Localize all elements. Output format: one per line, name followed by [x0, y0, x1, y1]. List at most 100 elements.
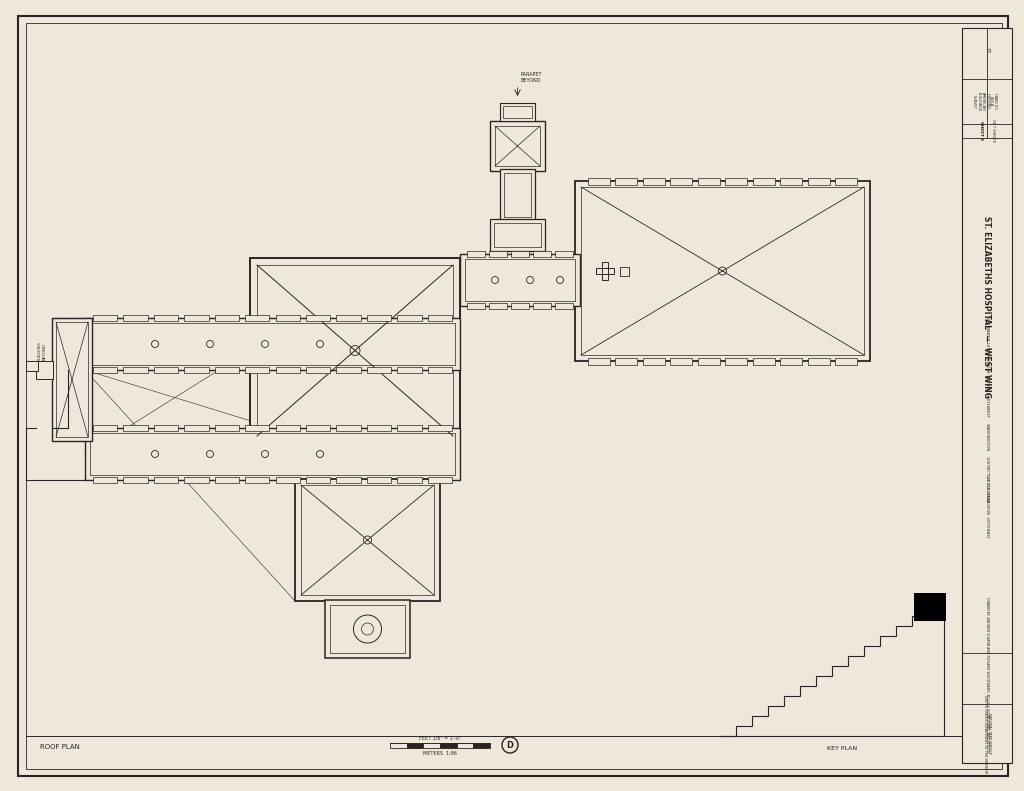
Bar [534, 251, 551, 257]
Bar [124, 477, 147, 483]
Text: METERS  1:96: METERS 1:96 [423, 751, 457, 756]
Bar [588, 358, 609, 365]
Bar [620, 267, 629, 275]
Bar [336, 425, 360, 431]
Text: BUILDING
BEYOND: BUILDING BEYOND [38, 341, 46, 361]
Bar [490, 219, 545, 251]
Bar [467, 303, 484, 309]
Bar [154, 315, 178, 321]
Text: PARAPET
BEYOND: PARAPET BEYOND [520, 72, 542, 83]
Bar [473, 743, 490, 748]
Bar [397, 425, 422, 431]
Bar [325, 600, 410, 658]
Bar [555, 303, 572, 309]
Bar [215, 477, 239, 483]
Text: FEET 1/8" = 1'-0": FEET 1/8" = 1'-0" [419, 735, 461, 740]
Bar [407, 743, 423, 748]
Bar [85, 318, 460, 370]
Bar [489, 303, 507, 309]
Bar [367, 477, 391, 483]
Bar [215, 425, 239, 431]
Bar [245, 315, 269, 321]
Bar [306, 367, 331, 373]
Bar [465, 259, 575, 301]
Bar [596, 268, 614, 274]
Bar [336, 315, 360, 321]
Bar [245, 425, 269, 431]
Bar [184, 477, 209, 483]
Bar [503, 106, 532, 118]
Bar [184, 425, 209, 431]
Bar [808, 177, 829, 184]
Bar [555, 251, 572, 257]
Bar [697, 177, 720, 184]
Text: II: II [984, 47, 989, 53]
Bar [428, 425, 452, 431]
Bar [753, 358, 775, 365]
Bar [500, 169, 535, 221]
Bar [397, 477, 422, 483]
Bar [489, 251, 507, 257]
Bar [575, 181, 870, 361]
Bar [275, 315, 300, 321]
Bar [962, 28, 1012, 763]
Bar [367, 425, 391, 431]
Bar [671, 358, 692, 365]
Bar [90, 433, 455, 475]
Text: D: D [507, 740, 513, 750]
Bar [250, 258, 460, 443]
Bar [93, 425, 118, 431]
Bar [275, 425, 300, 431]
Bar [460, 254, 580, 306]
Bar [588, 177, 609, 184]
Bar [390, 743, 407, 748]
Bar [671, 177, 692, 184]
Bar [90, 323, 455, 365]
Bar [56, 322, 88, 437]
Bar [245, 367, 269, 373]
Bar [581, 187, 864, 355]
Bar [215, 315, 239, 321]
Bar [643, 358, 665, 365]
Text: ROOF PLAN: ROOF PLAN [40, 744, 80, 750]
Bar [93, 367, 118, 373]
Bar [124, 425, 147, 431]
Bar [336, 477, 360, 483]
Text: KEY PLAN: KEY PLAN [827, 746, 857, 751]
Bar [428, 477, 452, 483]
Bar [26, 361, 38, 371]
Text: HISTORIC
AMERICAN
BUILDINGS
SURVEY: HISTORIC AMERICAN BUILDINGS SURVEY [972, 92, 990, 111]
Bar [184, 367, 209, 373]
Bar [367, 315, 391, 321]
Bar [85, 428, 460, 480]
Bar [725, 177, 748, 184]
Bar [295, 479, 440, 601]
Text: OF 7 SHEETS: OF 7 SHEETS [991, 119, 995, 142]
Bar [490, 121, 545, 171]
Bar [397, 367, 422, 373]
Bar [725, 358, 748, 365]
Bar [534, 303, 551, 309]
Bar [93, 477, 118, 483]
Bar [457, 743, 473, 748]
Bar [697, 358, 720, 365]
Bar [257, 265, 453, 436]
Bar [423, 743, 440, 748]
Text: NATIONAL PARK SERVICE
UNITED STATES DEPARTMENT OF THE INTERIOR: NATIONAL PARK SERVICE UNITED STATES DEPA… [983, 694, 991, 773]
Text: HABS DC-
868-A: HABS DC- 868-A [989, 93, 997, 110]
Bar [306, 477, 331, 483]
Bar [914, 593, 946, 621]
Bar [36, 361, 53, 379]
Bar [154, 367, 178, 373]
Bar [615, 358, 637, 365]
Bar [495, 126, 540, 166]
Bar [780, 177, 802, 184]
Bar [836, 177, 857, 184]
Bar [428, 315, 452, 321]
Bar [275, 477, 300, 483]
Bar [124, 315, 147, 321]
Bar [428, 367, 452, 373]
Bar [615, 177, 637, 184]
Text: DRAWN BY: ANDREW SLAMIN AND RICHARD WOODWARD, MILLS & SCHNOERING, ARCHITECTS: DRAWN BY: ANDREW SLAMIN AND RICHARD WOOD… [985, 597, 989, 752]
Bar [602, 262, 608, 280]
